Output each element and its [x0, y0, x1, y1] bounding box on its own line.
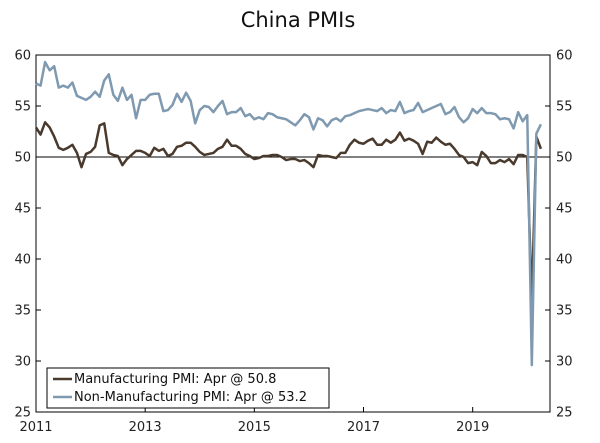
y-tick-label-right: 55	[556, 100, 573, 115]
y-axis-left: 25 30 35 40 45 50 55 60	[14, 49, 41, 421]
y-tick-label-left: 25	[14, 406, 31, 421]
x-tick-label: 2013	[129, 420, 162, 435]
y-tick-label-left: 60	[14, 49, 31, 64]
y-tick-label-left: 55	[14, 100, 31, 115]
y-tick-label-left: 30	[14, 355, 31, 370]
y-tick-label-right: 40	[556, 253, 573, 268]
legend-box	[46, 367, 330, 409]
y-tick-label-left: 40	[14, 253, 31, 268]
series-line-0	[34, 121, 543, 305]
x-tick-label: 2017	[347, 420, 380, 435]
plot-frame	[35, 54, 551, 413]
y-tick-label-right: 60	[556, 49, 573, 64]
y-tick-label-right: 25	[556, 406, 573, 421]
x-tick-label: 2019	[456, 420, 489, 435]
x-axis: 2011 2013 2015 2017 2019	[19, 407, 489, 435]
x-tick-label: 2011	[19, 420, 52, 435]
legend-label-non-manufacturing: Non-Manufacturing PMI: Apr @ 53.2	[74, 390, 307, 405]
y-tick-label-left: 45	[14, 202, 31, 217]
series-layer	[34, 60, 543, 367]
series-line-1	[35, 60, 543, 367]
y-tick-label-left: 50	[14, 151, 31, 166]
y-tick-label-right: 50	[556, 151, 573, 166]
x-tick-label: 2015	[238, 420, 271, 435]
legend-label-manufacturing: Manufacturing PMI: Apr @ 50.8	[74, 372, 276, 387]
y-tick-label-right: 35	[556, 304, 573, 319]
legend: Manufacturing PMI: Apr @ 50.8 Non-Manufa…	[46, 367, 330, 409]
y-tick-label-left: 35	[14, 304, 31, 319]
y-axis-right: 25 30 35 40 45 50 55 60	[545, 49, 573, 421]
chart-title: China PMIs	[241, 8, 356, 32]
y-tick-label-right: 30	[556, 355, 573, 370]
y-tick-label-right: 45	[556, 202, 573, 217]
